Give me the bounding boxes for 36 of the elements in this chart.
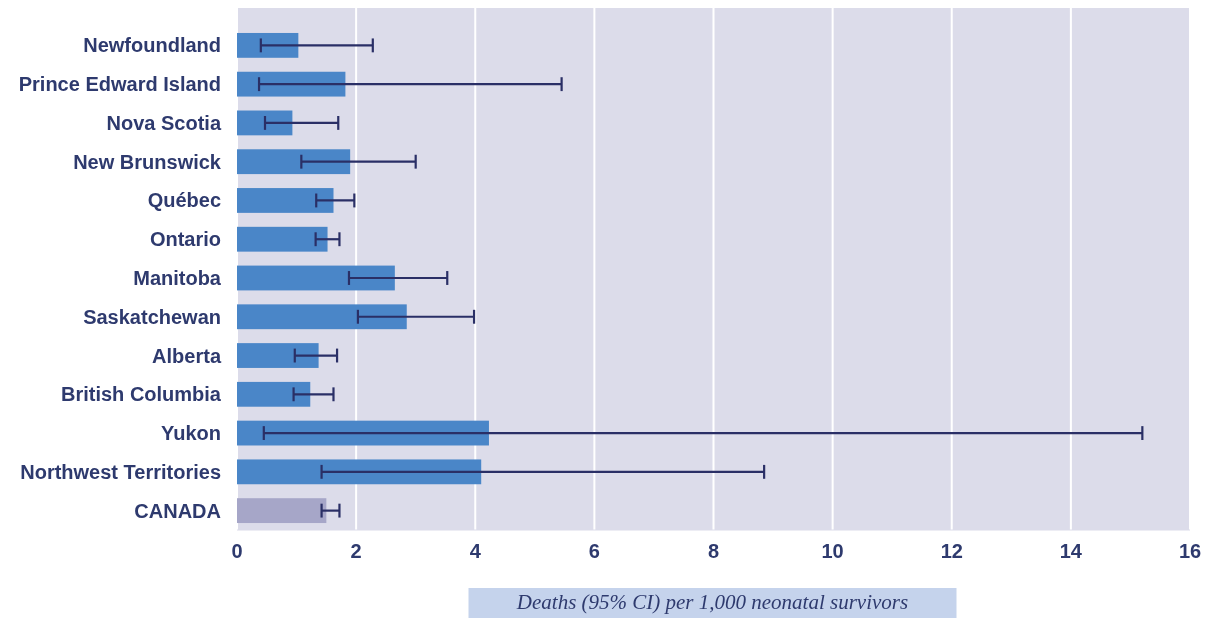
bar [237,188,334,213]
y-tick-label: Québec [147,189,221,212]
bar [237,32,299,58]
y-tick-label: Manitoba [133,267,222,289]
y-tick-label: Ontario [149,228,221,251]
x-tick-label: 4 [469,540,482,562]
y-tick-label: British Columbia [60,383,222,406]
y-tick-label: Yukon [160,422,221,445]
x-tick-label: 10 [821,540,844,562]
x-tick-label: 14 [1059,540,1083,562]
x-tick-label: 16 [1178,540,1202,562]
x-axis-title: Deaths (95% CI) per 1,000 neonatal survivors [515,590,909,614]
y-tick-label: Alberta [152,344,222,367]
x-tick-label: 12 [940,540,963,562]
y-tick-label: Northwest Territories [20,460,221,483]
bar [237,343,319,368]
bar [237,498,327,524]
x-tick-label: 0 [231,540,243,562]
bar [237,381,311,407]
y-tick-label: New Brunswick [73,150,222,173]
bar [237,110,293,136]
bar [237,149,351,175]
x-tick-label: 2 [350,540,362,562]
bar [237,420,489,446]
bar [237,459,482,485]
y-tick-label: CANADA [134,499,221,522]
y-tick-label: Saskatchewan [83,305,221,328]
bar [237,265,395,291]
bar [237,304,407,330]
y-tick-label: Nova Scotia [106,111,222,134]
x-tick-label: 8 [707,540,720,562]
x-tick-label: 6 [588,540,600,562]
y-tick-label: Prince Edward Island [18,73,221,96]
bar [237,226,328,252]
bar [237,71,346,97]
y-tick-label: Newfoundland [83,34,221,57]
